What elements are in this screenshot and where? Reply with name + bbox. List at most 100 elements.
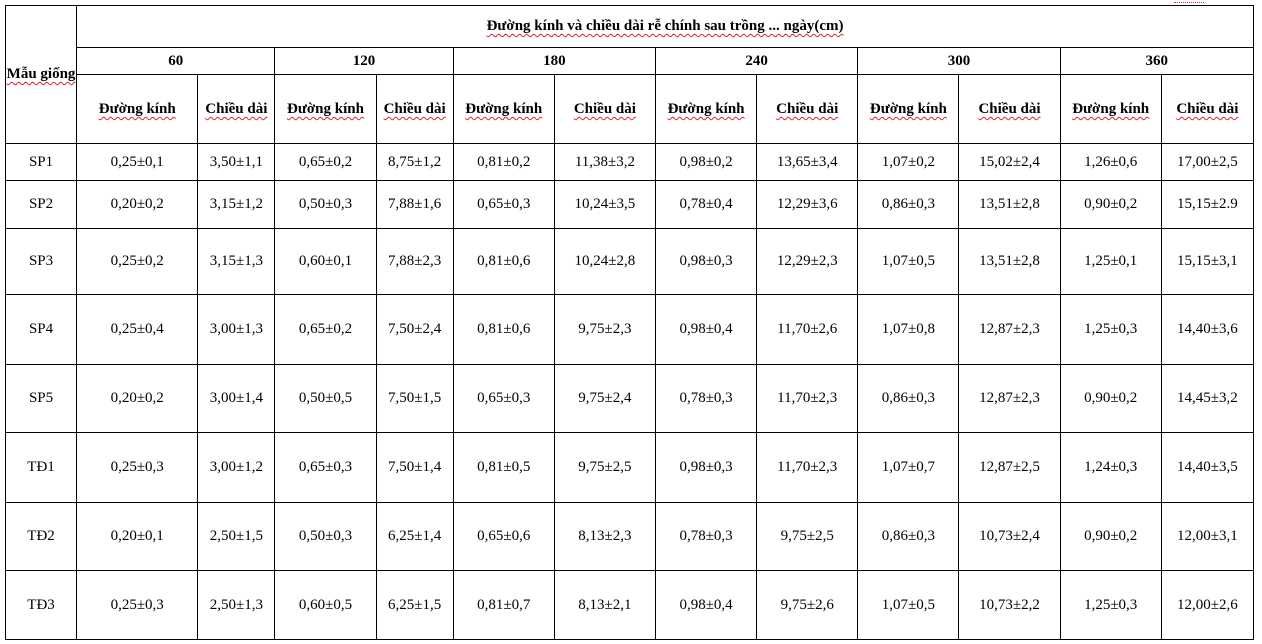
diameter-cell: 0,90±0,2: [1059, 180, 1162, 229]
diameter-cell: 0,25±0,3: [76, 432, 199, 503]
diameter-cell: 0,78±0,4: [654, 180, 758, 229]
diameter-cell: 1,25±0,1: [1059, 228, 1162, 295]
diameter-cell: 0,20±0,2: [76, 364, 199, 433]
length-cell: 8,13±2,1: [553, 570, 656, 640]
length-cell: 7,50±1,5: [375, 364, 454, 433]
length-cell: 9,75±2,6: [756, 570, 859, 640]
diameter-cell: 0,81±0,6: [452, 294, 555, 365]
variety-name-cell: TĐ1: [4, 432, 78, 503]
length-cell: 13,51±2,8: [958, 180, 1061, 229]
diameter-header: Đường kính: [274, 74, 377, 144]
length-cell: 12,29±3,6: [756, 180, 859, 229]
table-row: SP1 0,25±0,1 3,50±1,1 0,65±0,2 8,75±1,2 0,81±…: [4, 143, 1255, 181]
diameter-cell: 0,50±0,5: [274, 364, 377, 433]
diameter-cell: 0,78±0,3: [654, 364, 758, 433]
diameter-cell: 0,98±0,2: [654, 143, 758, 181]
length-cell: 2,50±1,3: [197, 570, 276, 640]
length-header: Chiều dài: [197, 74, 276, 144]
variety-name-cell: SP1: [4, 143, 78, 181]
diameter-header: Đường kính: [452, 74, 555, 144]
length-cell: 10,73±2,2: [958, 570, 1061, 640]
diameter-cell: 1,07±0,2: [857, 143, 960, 181]
diameter-header: Đường kính: [654, 74, 758, 144]
variety-name-cell: SP5: [4, 364, 78, 433]
diameter-cell: 1,07±0,5: [857, 570, 960, 640]
length-cell: 8,13±2,3: [553, 502, 656, 571]
length-cell: 3,00±1,3: [197, 294, 276, 365]
diameter-cell: 0,25±0,3: [76, 570, 199, 640]
length-cell: 3,50±1,1: [197, 143, 276, 181]
length-cell: 9,75±2,5: [756, 502, 859, 571]
diameter-cell: 1,07±0,8: [857, 294, 960, 365]
length-cell: 10,24±3,5: [553, 180, 656, 229]
diameter-cell: 0,86±0,3: [857, 502, 960, 571]
diameter-cell: 0,98±0,4: [654, 570, 758, 640]
diameter-cell: 0,20±0,1: [76, 502, 199, 571]
table-row: TĐ3 0,25±0,3 2,50±1,3 0,60±0,5 6,25±1,5 0,81±…: [4, 570, 1255, 640]
length-cell: 14,45±3,2: [1160, 364, 1255, 433]
day-header: 240: [654, 47, 859, 75]
length-cell: 14,40±3,5: [1160, 432, 1255, 503]
diameter-cell: 0,98±0,3: [654, 432, 758, 503]
variety-name-cell: SP4: [4, 294, 78, 365]
day-header: 180: [452, 47, 656, 75]
diameter-cell: 0,98±0,4: [654, 294, 758, 365]
length-cell: 12,87±2,3: [958, 294, 1061, 365]
diameter-cell: 0,50±0,3: [274, 180, 377, 229]
diameter-cell: 0,90±0,2: [1059, 364, 1162, 433]
table-row: SP5 0,20±0,2 3,00±1,4 0,50±0,5 7,50±1,5 0,65±…: [4, 364, 1255, 433]
diameter-cell: 0,65±0,2: [274, 143, 377, 181]
length-cell: 12,87±2,3: [958, 364, 1061, 433]
diameter-cell: 0,81±0,2: [452, 143, 555, 181]
table-body: SP1 0,25±0,1 3,50±1,1 0,65±0,2 8,75±1,2 0,81±…: [4, 143, 1255, 640]
length-cell: 15,15±3,1: [1160, 228, 1255, 295]
diameter-cell: 0,86±0,3: [857, 180, 960, 229]
diameter-cell: 0,60±0,5: [274, 570, 377, 640]
table-row: SP3 0,25±0,2 3,15±1,3 0,60±0,1 7,88±2,3 0,81±…: [4, 228, 1255, 295]
diameter-cell: 0,60±0,1: [274, 228, 377, 295]
main-header: Đường kính và chiều dài rễ chính sau trồ…: [76, 5, 1254, 48]
diameter-cell: 0,25±0,1: [76, 143, 199, 181]
length-cell: 13,65±3,4: [756, 143, 859, 181]
diameter-cell: 0,25±0,4: [76, 294, 199, 365]
diameter-cell: 0,81±0,5: [452, 432, 555, 503]
diameter-cell: 0,25±0,2: [76, 228, 199, 295]
length-cell: 15,15±2.9: [1160, 180, 1255, 229]
length-header: Chiều dài: [958, 74, 1061, 144]
diameter-cell: 0,65±0,2: [274, 294, 377, 365]
length-cell: 7,50±2,4: [375, 294, 454, 365]
length-cell: 3,00±1,2: [197, 432, 276, 503]
length-cell: 9,75±2,4: [553, 364, 656, 433]
table-row: TĐ1 0,25±0,3 3,00±1,2 0,65±0,3 7,50±1,4 0,81±…: [4, 432, 1255, 503]
diameter-cell: 0,20±0,2: [76, 180, 199, 229]
variety-name-cell: TĐ2: [4, 502, 78, 571]
length-cell: 13,51±2,8: [958, 228, 1061, 295]
diameter-cell: 1,25±0,3: [1059, 570, 1162, 640]
length-cell: 8,75±1,2: [375, 143, 454, 181]
length-header: Chiều dài: [553, 74, 656, 144]
diameter-cell: 1,07±0,7: [857, 432, 960, 503]
variety-name-cell: TĐ3: [4, 570, 78, 640]
length-cell: 7,88±2,3: [375, 228, 454, 295]
length-header: Chiều dài: [375, 74, 454, 144]
diameter-cell: 0,65±0,3: [452, 180, 555, 229]
length-cell: 11,38±3,2: [553, 143, 656, 181]
diameter-cell: 1,25±0,3: [1059, 294, 1162, 365]
day-header: 60: [76, 47, 276, 75]
diameter-cell: 0,78±0,3: [654, 502, 758, 571]
diameter-cell: 0,50±0,3: [274, 502, 377, 571]
day-header-row: 60 120 180 240 300 360: [6, 47, 1255, 75]
length-cell: 12,87±2,5: [958, 432, 1061, 503]
length-header: Chiều dài: [756, 74, 859, 144]
length-cell: 12,00±3,1: [1160, 502, 1255, 571]
diameter-cell: 0,65±0,3: [274, 432, 377, 503]
diameter-cell: 1,26±0,6: [1059, 143, 1162, 181]
day-header: 120: [274, 47, 454, 75]
length-cell: 12,00±2,6: [1160, 570, 1255, 640]
length-cell: 11,70±2,3: [756, 432, 859, 503]
length-cell: 7,88±1,6: [375, 180, 454, 229]
length-cell: 11,70±2,6: [756, 294, 859, 365]
length-cell: 10,24±2,8: [553, 228, 656, 295]
diameter-cell: 0,81±0,7: [452, 570, 555, 640]
diameter-cell: 0,90±0,2: [1059, 502, 1162, 571]
